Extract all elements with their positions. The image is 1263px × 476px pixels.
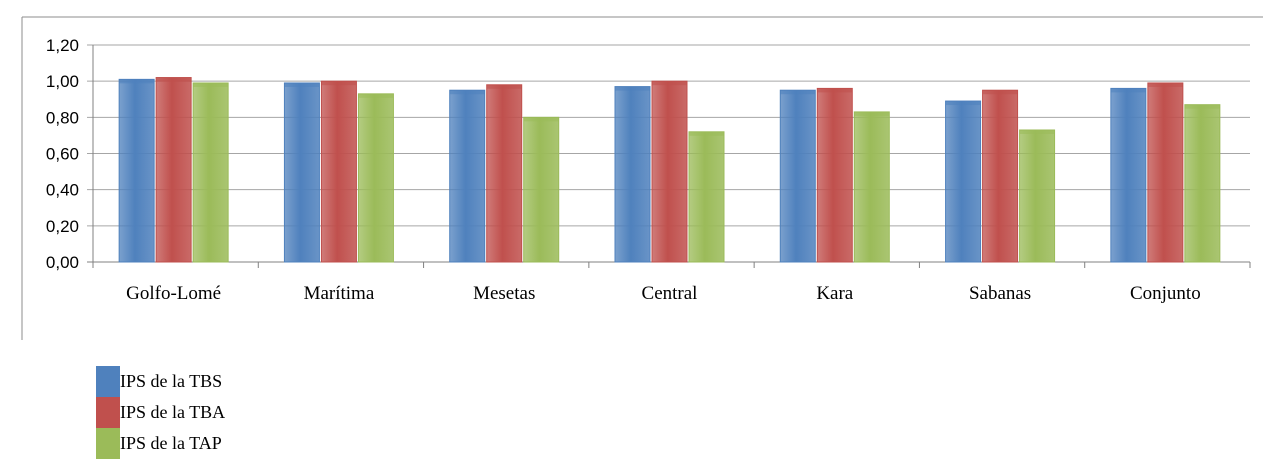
legend-label: IPS de la TAP (120, 433, 222, 453)
x-tick-label: Sabanas (969, 283, 1031, 304)
legend-item-tba: IPS de la TBA (96, 397, 225, 428)
bar-ips-de-la-tap-1 (357, 93, 394, 263)
bar-ips-de-la-tba-5 (982, 89, 1019, 263)
x-tick-label: Kara (816, 283, 853, 304)
bar-ips-de-la-tba-2 (486, 84, 523, 263)
bar-cap (982, 90, 1018, 95)
bar-cap (119, 79, 155, 84)
bar-cap (689, 131, 724, 136)
bar-cap (615, 86, 650, 91)
x-tick-label: Golfo-Lomé (126, 283, 221, 304)
bar-cap (321, 81, 357, 86)
y-tick-label: 0,20 (46, 217, 79, 236)
bar-cap (284, 82, 320, 87)
bar-ips-de-la-tap-4 (853, 111, 890, 263)
bar-cap (780, 90, 816, 95)
bar-cap (486, 84, 522, 89)
y-tick-label: 1,20 (46, 36, 79, 55)
bar-cap (652, 81, 687, 86)
legend-swatch (96, 397, 120, 428)
legend-swatch (96, 366, 120, 397)
bar-ips-de-la-tbs-1 (283, 82, 320, 263)
bar-cap (1110, 88, 1146, 93)
y-tick-label: 0,00 (46, 253, 79, 272)
legend-item-tbs: IPS de la TBS (96, 366, 225, 397)
bar-ips-de-la-tba-0 (155, 77, 192, 263)
legend-swatch (96, 428, 120, 459)
legend-item-tap: IPS de la TAP (96, 428, 225, 459)
x-axis-ticks: Golfo-Lomé Marítima Mesetas Central Kara Saba… (92, 262, 1251, 304)
bar-ips-de-la-tap-3 (688, 131, 725, 263)
bar-cap (817, 88, 853, 93)
bar-cap (945, 101, 981, 106)
bar-ips-de-la-tap-6 (1184, 104, 1221, 263)
x-tick-label: Conjunto (1130, 283, 1201, 304)
bar-cap (1019, 129, 1055, 134)
bar-ips-de-la-tbs-2 (449, 89, 486, 263)
bar-cap (1147, 82, 1183, 87)
bar-ips-de-la-tba-6 (1147, 82, 1184, 263)
bar-ips-de-la-tbs-5 (945, 100, 982, 263)
bar-ips-de-la-tbs-6 (1110, 87, 1147, 263)
bar-ips-de-la-tap-0 (192, 82, 229, 263)
bar-ips-de-la-tba-3 (651, 80, 688, 263)
bar-cap (523, 117, 559, 122)
bar-ips-de-la-tbs-3 (614, 86, 651, 263)
bar-ips-de-la-tap-2 (523, 116, 560, 263)
y-tick-label: 0,40 (46, 181, 79, 200)
legend: IPS de la TBS IPS de la TBA IPS de la TA… (96, 366, 225, 459)
bar-cap (449, 90, 485, 95)
bar-cap (156, 77, 192, 82)
bar-cap (358, 93, 394, 98)
bar-ips-de-la-tba-1 (320, 80, 357, 263)
bar-cap (1184, 104, 1220, 109)
legend-label: IPS de la TBA (120, 402, 226, 422)
bar-ips-de-la-tbs-4 (779, 89, 816, 263)
x-tick-label: Mesetas (473, 283, 535, 304)
bar-cap (854, 111, 890, 116)
bar-ips-de-la-tba-4 (816, 87, 853, 263)
x-tick-label: Marítima (304, 283, 375, 304)
y-axis-ticks: 0,00 0,20 0,40 0,60 0,80 1,00 1,20 (46, 36, 79, 272)
x-tick-label: Central (642, 283, 698, 304)
y-tick-label: 0,80 (46, 108, 79, 127)
bar-ips-de-la-tap-5 (1019, 129, 1056, 263)
bars (118, 77, 1221, 263)
y-tick-label: 1,00 (46, 72, 79, 91)
legend-label: IPS de la TBS (120, 371, 223, 391)
y-tick-label: 0,60 (46, 145, 79, 164)
bar-cap (193, 82, 229, 87)
bar-ips-de-la-tbs-0 (118, 78, 155, 263)
